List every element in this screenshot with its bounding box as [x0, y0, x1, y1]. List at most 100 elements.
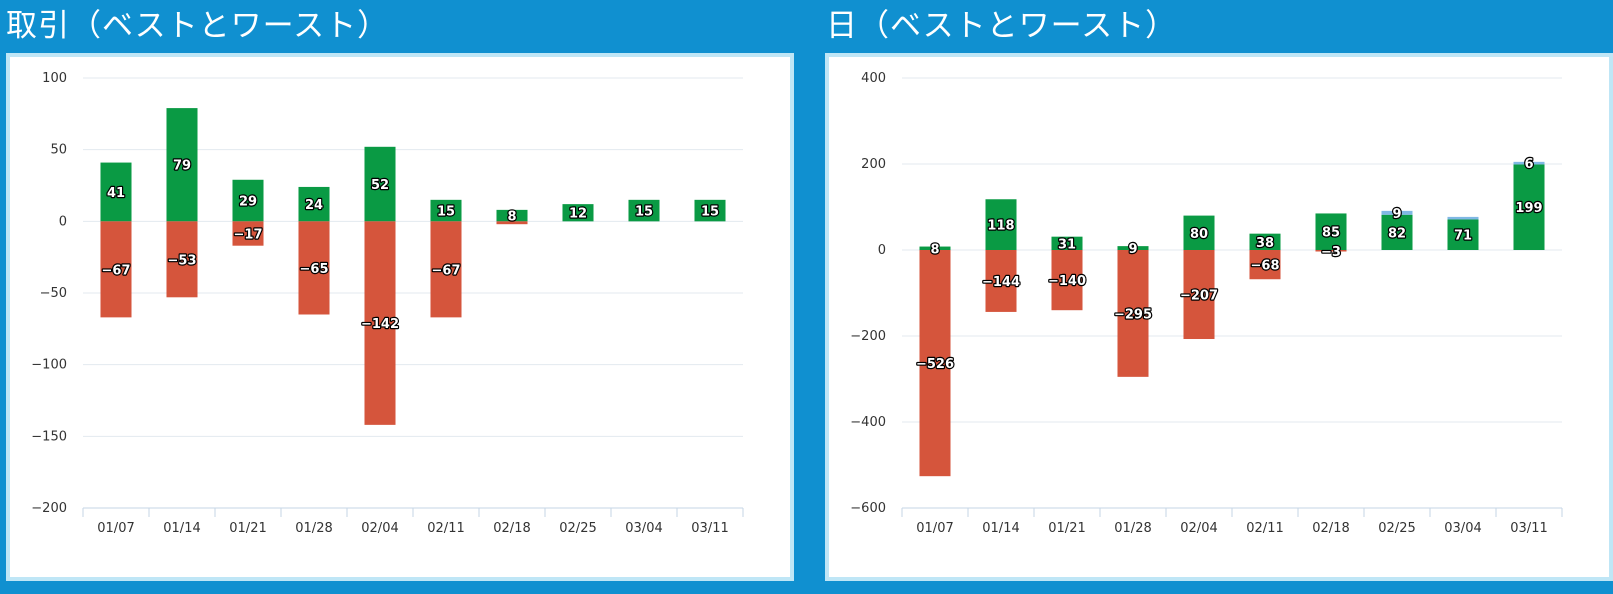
- days-chart-panel: 400 200 0 −200 −400 −600 01/07 01/14 01/21 01/28 0…: [825, 53, 1613, 581]
- bar: [1381, 210, 1413, 215]
- x-tick-label: 02/11: [427, 521, 464, 536]
- bar: [364, 146, 396, 222]
- y-tick-label: 0: [878, 243, 886, 258]
- x-tick-label: 02/25: [559, 521, 596, 536]
- data-label: 12: [569, 207, 587, 222]
- x-tick-label: 01/07: [916, 521, 953, 536]
- trades-chart-panel: 100 50 0 −50 −100 −150 −200 01/07 01/14 01/21 01/2…: [6, 53, 794, 581]
- bar: [562, 204, 594, 222]
- bar: [1183, 215, 1215, 250]
- y-tick-label: 0: [59, 214, 67, 229]
- y-tick-label: −600: [850, 501, 886, 516]
- bar: [694, 199, 726, 222]
- bar: [298, 221, 330, 315]
- chart-title-days: 日（ベストとワースト）: [826, 8, 1178, 44]
- y-tick-label: −400: [850, 415, 886, 430]
- x-tick-label: 01/21: [229, 521, 266, 536]
- bar: [1117, 250, 1149, 377]
- x-tick-label: 01/14: [163, 521, 200, 536]
- data-label: −67: [432, 263, 461, 278]
- bar: [298, 186, 330, 222]
- x-tick-label: 02/11: [1246, 521, 1283, 536]
- data-label: −3: [1321, 245, 1341, 260]
- data-label: −17: [234, 228, 263, 243]
- data-label: 80: [1190, 227, 1208, 242]
- data-label: 79: [173, 159, 191, 174]
- data-label: 199: [1515, 201, 1542, 216]
- data-label: −207: [1180, 289, 1218, 304]
- bar: [919, 250, 951, 477]
- y-tick-label: −100: [31, 358, 67, 373]
- bar: [1381, 214, 1413, 250]
- bar: [100, 162, 132, 222]
- data-label: 52: [371, 178, 389, 193]
- x-tick-label: 01/21: [1048, 521, 1085, 536]
- data-label: 9: [1392, 207, 1401, 222]
- data-label: 29: [239, 195, 257, 210]
- data-label: 85: [1322, 226, 1340, 241]
- bar: [496, 221, 528, 225]
- data-label: 31: [1058, 237, 1076, 252]
- data-label: 8: [930, 242, 939, 257]
- bar: [100, 221, 132, 318]
- data-label: 118: [987, 219, 1014, 234]
- bar: [628, 199, 660, 222]
- data-label: 15: [635, 205, 653, 220]
- y-tick-label: −150: [31, 429, 67, 444]
- bar: [1513, 161, 1545, 165]
- data-label: −144: [982, 275, 1020, 290]
- y-tick-label: −200: [850, 329, 886, 344]
- x-tick-label: 02/04: [1180, 521, 1217, 536]
- bar: [232, 179, 264, 222]
- data-label: −526: [916, 357, 954, 372]
- bar: [166, 108, 198, 222]
- bar: [1315, 250, 1347, 252]
- y-tick-label: 100: [42, 71, 67, 86]
- bar: [1249, 250, 1281, 280]
- data-label: −67: [102, 263, 131, 278]
- bar: [430, 221, 462, 318]
- data-label: −53: [168, 253, 197, 268]
- days-bar-chart: 400 200 0 −200 −400 −600 01/07 01/14 01/21 01/28 0…: [850, 71, 1563, 536]
- data-label: 38: [1256, 236, 1274, 251]
- data-label: 82: [1388, 226, 1406, 241]
- x-tick-label: 03/04: [1444, 521, 1481, 536]
- x-tick-label: 01/07: [97, 521, 134, 536]
- data-label: −140: [1048, 274, 1086, 289]
- bar: [985, 250, 1017, 312]
- x-tick-label: 02/25: [1378, 521, 1415, 536]
- data-label: 9: [1128, 242, 1137, 257]
- bar: [232, 221, 264, 246]
- bar: [1183, 250, 1215, 340]
- bar: [1051, 250, 1083, 311]
- data-label: 15: [701, 205, 719, 220]
- data-label: 41: [107, 186, 125, 201]
- bar: [430, 199, 462, 222]
- bar: [166, 221, 198, 298]
- x-tick-label: 01/28: [1114, 521, 1151, 536]
- bar: [1249, 233, 1281, 250]
- bar: [919, 246, 951, 250]
- bar: [1513, 164, 1545, 250]
- x-tick-label: 03/04: [625, 521, 662, 536]
- bar: [1315, 213, 1347, 250]
- x-tick-label: 02/18: [1312, 521, 1349, 536]
- bar: [496, 209, 528, 222]
- data-label: 24: [305, 198, 323, 213]
- data-label: 15: [437, 205, 455, 220]
- data-label: −65: [300, 262, 329, 277]
- y-tick-label: 50: [50, 143, 67, 158]
- bar: [1447, 216, 1479, 220]
- x-tick-label: 02/18: [493, 521, 530, 536]
- trades-bar-chart: 100 50 0 −50 −100 −150 −200 01/07 01/14 01/21 01/2…: [31, 71, 744, 536]
- x-tick-label: 03/11: [691, 521, 728, 536]
- data-label: 71: [1454, 229, 1472, 244]
- bar: [1051, 236, 1083, 250]
- chart-title-trades: 取引（ベストとワースト）: [6, 8, 390, 44]
- data-label: −295: [1114, 307, 1152, 322]
- x-tick-label: 01/28: [295, 521, 332, 536]
- x-tick-label: 03/11: [1510, 521, 1547, 536]
- x-tick-label: 02/04: [361, 521, 398, 536]
- bar: [1117, 246, 1149, 250]
- data-label: 8: [507, 210, 516, 225]
